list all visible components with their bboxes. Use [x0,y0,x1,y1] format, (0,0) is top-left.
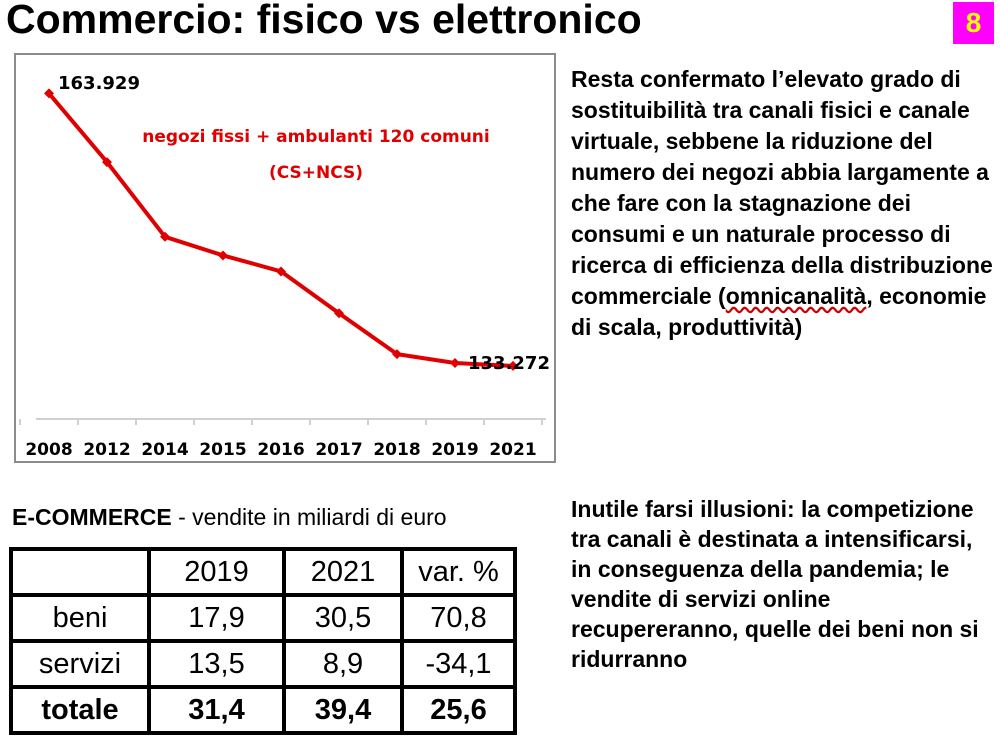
table-total-row: totale 31,4 39,4 25,6 [11,687,515,733]
paragraph-1-underlined: omnicanalità [725,283,867,309]
table-cell: -34,1 [402,641,515,687]
table-row: servizi 13,5 8,9 -34,1 [11,641,515,687]
ecommerce-caption: E-COMMERCE - vendite in miliardi di euro [12,504,447,531]
header-cell: 2021 [284,549,402,595]
x-axis-ticks [19,419,543,425]
series-points [44,88,518,371]
data-point-2012 [102,157,112,168]
last-point-label: 133.272 [468,353,550,374]
legend-line-1: negozi fissi + ambulanti 120 comuni [142,127,490,147]
table-cell: 17,9 [149,595,284,641]
data-point-2021 [508,360,518,371]
row-label: totale [11,687,149,733]
x-tick-label-2012: 2012 [83,440,130,460]
paragraph-substitutability: Resta confermato l’elevato grado di sost… [571,64,996,343]
ecommerce-caption-rest: - vendite in miliardi di euro [171,504,447,530]
header-cell [11,549,149,595]
first-point-label: 163.929 [58,73,140,94]
data-point-2017 [334,308,344,319]
slide-title: Commercio: fisico vs elettronico [6,0,642,42]
table-cell: 31,4 [149,687,284,733]
header-cell: 2019 [149,549,284,595]
row-label: servizi [11,641,149,687]
ecommerce-table: 2019 2021 var. % beni 17,9 30,5 70,8 ser… [9,547,517,735]
data-point-2014 [160,231,170,242]
line-chart-svg: 2008 2012 2014 2015 2016 2017 2018 2019 2021 neg… [19,73,550,460]
page-number-badge: 8 [953,2,994,44]
x-tick-label-2019: 2019 [431,440,478,460]
x-tick-label-2015: 2015 [199,440,246,460]
data-point-2019 [450,358,460,368]
legend-line-2: (CS+NCS) [269,163,363,183]
table-cell: 39,4 [284,687,402,733]
table-cell: 30,5 [284,595,402,641]
paragraph-1-end: , economie di scala, produttività) [571,283,987,340]
table-cell: 13,5 [149,641,284,687]
line-chart: 2008 2012 2014 2015 2016 2017 2018 2019 2021 neg… [14,53,556,463]
x-tick-label-2021: 2021 [489,440,536,460]
x-tick-label-2018: 2018 [373,440,420,460]
data-point-2015 [218,250,228,261]
row-label: beni [11,595,149,641]
paragraph-competition: Inutile farsi illusioni: la competizione… [571,496,979,672]
data-point-2016 [276,266,286,277]
x-tick-label-2016: 2016 [257,440,304,460]
x-tick-label-2008: 2008 [25,440,72,460]
table-cell: 70,8 [402,595,515,641]
x-tick-label-2014: 2014 [141,440,188,460]
x-axis-labels: 2008 2012 2014 2015 2016 2017 2018 2019 2021 [25,440,536,460]
data-point-2008 [44,88,54,99]
paragraph-1-text: Resta confermato l’elevato grado di sost… [571,66,993,309]
table-row: beni 17,9 30,5 70,8 [11,595,515,641]
header-cell: var. % [402,549,515,595]
table-cell: 25,6 [402,687,515,733]
table-cell: 8,9 [284,641,402,687]
table-header-row: 2019 2021 var. % [11,549,515,595]
data-point-2018 [392,349,402,360]
x-tick-label-2017: 2017 [315,440,362,460]
ecommerce-caption-bold: E-COMMERCE [12,504,172,530]
